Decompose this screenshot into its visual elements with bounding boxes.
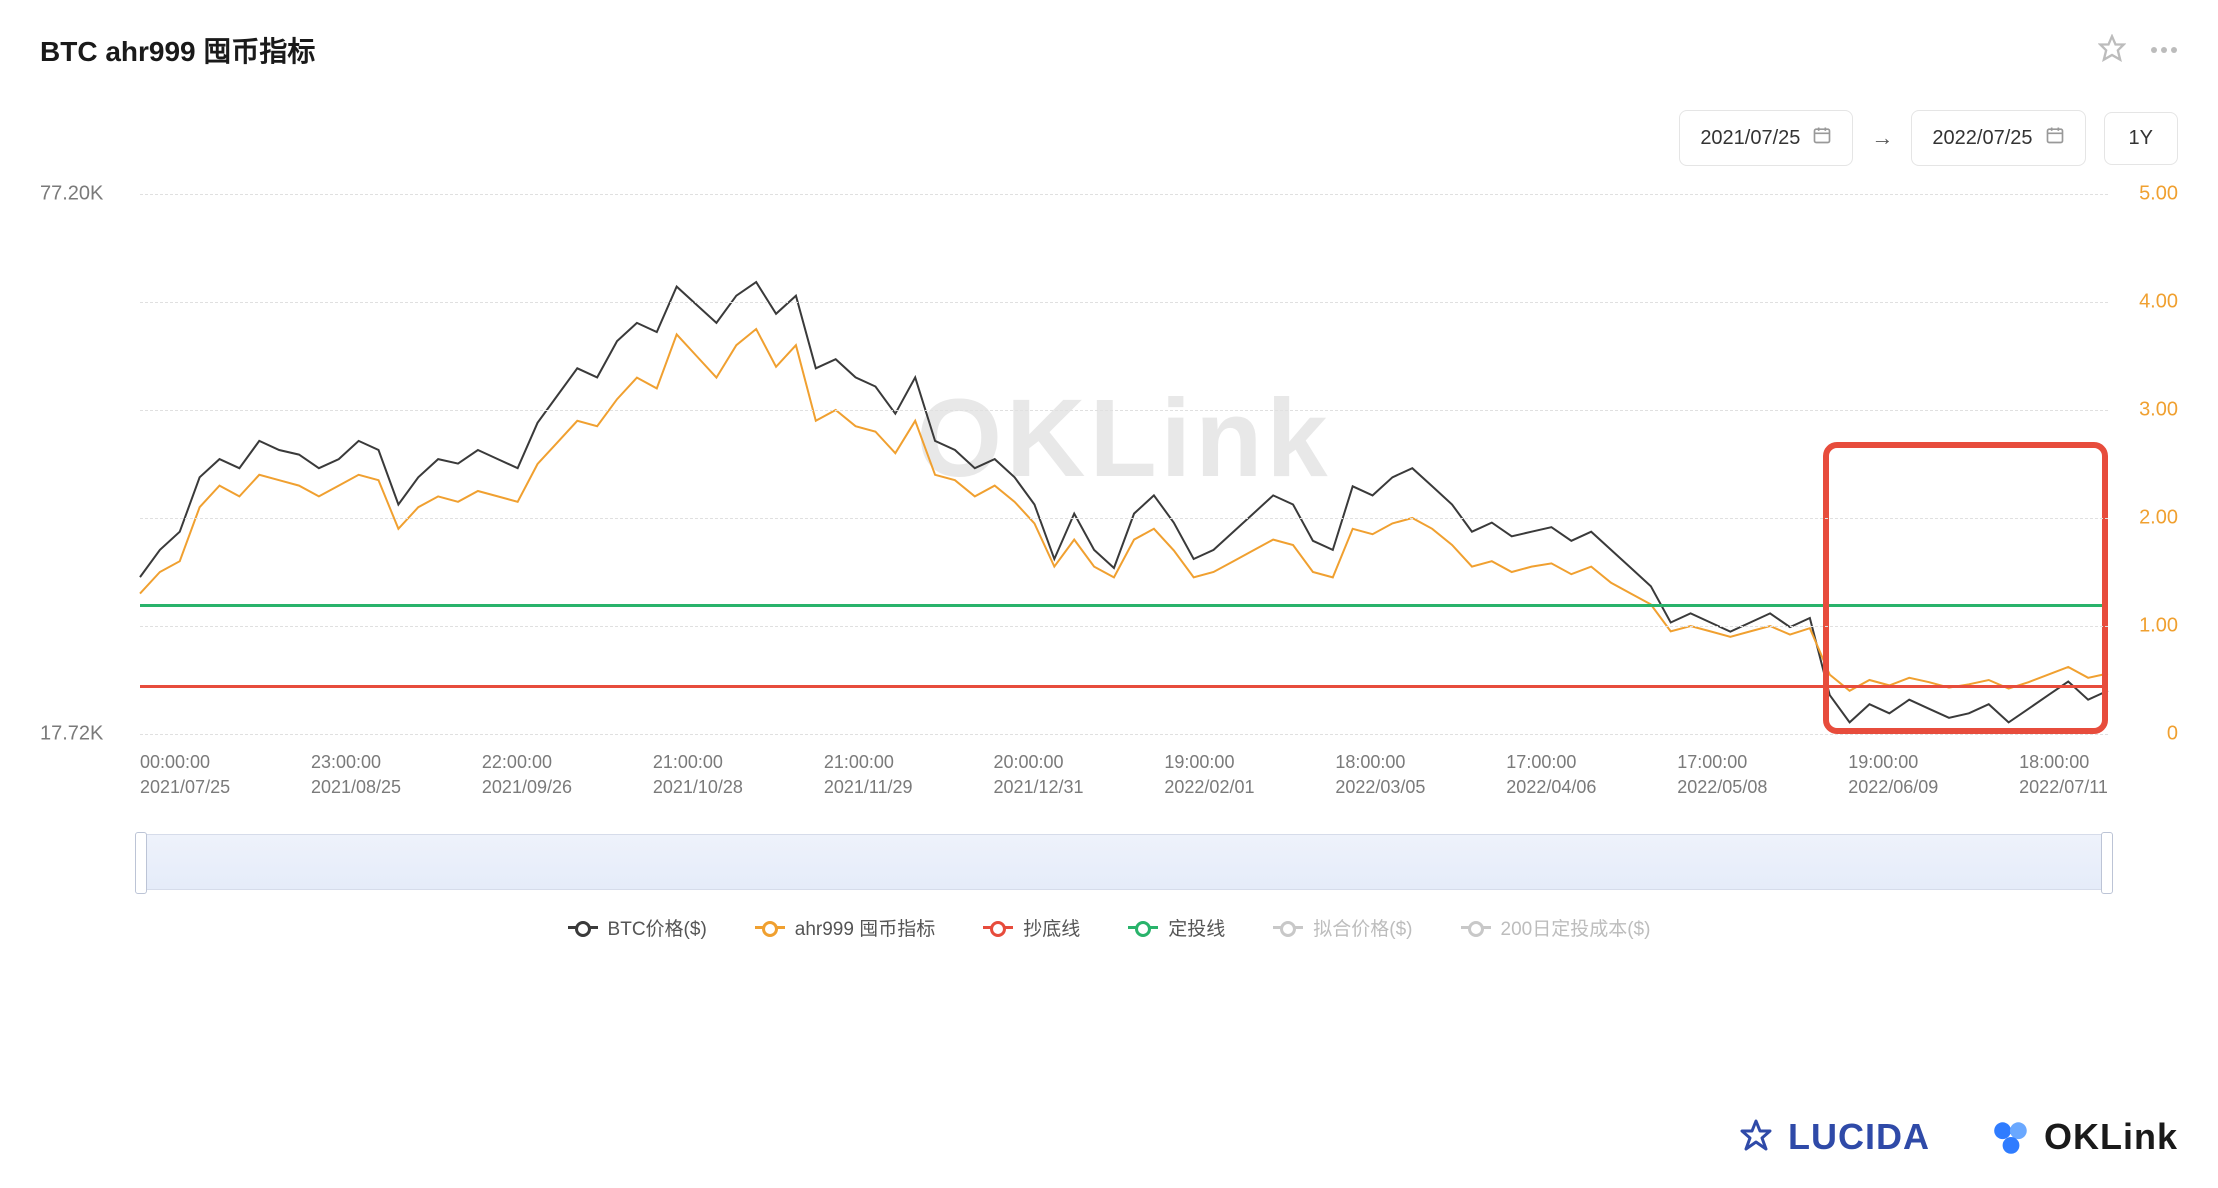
chart-lines-svg [140, 194, 2108, 734]
y-right-tick: 0 [2167, 723, 2178, 746]
date-from-value: 2021/07/25 [1700, 127, 1800, 150]
x-tick: 20:00:002021/12/31 [993, 750, 1083, 800]
y-right-tick: 3.00 [2139, 399, 2178, 422]
favorite-icon[interactable] [2098, 34, 2126, 67]
x-tick: 21:00:002021/10/28 [653, 750, 743, 800]
legend-label: 定投线 [1168, 914, 1225, 941]
oklink-logo: OKLink [1990, 1116, 2178, 1158]
legend-item[interactable]: 抄底线 [983, 914, 1080, 941]
x-tick: 17:00:002022/05/08 [1677, 750, 1767, 800]
legend-label: 抄底线 [1023, 914, 1080, 941]
legend-label: 200日定投成本($) [1501, 914, 1651, 941]
buy-bottom-reference-line [140, 685, 2108, 688]
dca-reference-line [140, 604, 2108, 607]
calendar-icon [1812, 125, 1832, 151]
y-right-tick: 1.00 [2139, 615, 2178, 638]
legend-item[interactable]: 200日定投成本($) [1461, 914, 1651, 941]
x-tick: 19:00:002022/06/09 [1848, 750, 1938, 800]
y-right-tick: 4.00 [2139, 291, 2178, 314]
time-range-brush[interactable] [140, 834, 2108, 890]
legend-label: BTC价格($) [608, 914, 707, 941]
legend-item[interactable]: 拟合价格($) [1273, 914, 1412, 941]
chart-legend: BTC价格($) ahr999 囤币指标 抄底线 定投线 拟合价格($) 200日定投成本… [40, 914, 2178, 941]
x-tick: 21:00:002021/11/29 [824, 750, 913, 800]
x-axis-ticks: 00:00:002021/07/25 23:00:002021/08/25 22:0… [140, 750, 2108, 800]
y-left-max: 77.20K [40, 183, 103, 206]
x-tick: 17:00:002022/04/06 [1506, 750, 1596, 800]
x-tick: 00:00:002021/07/25 [140, 750, 230, 800]
x-tick: 18:00:002022/07/11 [2019, 750, 2108, 800]
chart-title: BTC ahr999 囤币指标 [40, 30, 315, 70]
legend-item[interactable]: ahr999 囤币指标 [755, 914, 935, 941]
date-arrow-icon: → [1871, 125, 1893, 151]
y-right-tick: 5.00 [2139, 183, 2178, 206]
y-right-tick: 2.00 [2139, 507, 2178, 530]
x-tick: 19:00:002022/02/01 [1164, 750, 1254, 800]
x-tick: 18:00:002022/03/05 [1335, 750, 1425, 800]
x-tick: 23:00:002021/08/25 [311, 750, 401, 800]
date-from-input[interactable]: 2021/07/25 [1679, 110, 1853, 166]
legend-item[interactable]: 定投线 [1128, 914, 1225, 941]
more-icon[interactable] [2150, 41, 2178, 59]
legend-label: ahr999 囤币指标 [795, 914, 935, 941]
legend-item[interactable]: BTC价格($) [568, 914, 707, 941]
chart-plot-area[interactable]: OKLink [140, 194, 2108, 734]
calendar-icon [2045, 125, 2065, 151]
brush-handle-left[interactable] [135, 832, 147, 894]
x-tick: 22:00:002021/09/26 [482, 750, 572, 800]
date-to-value: 2022/07/25 [1932, 127, 2032, 150]
period-1y-button[interactable]: 1Y [2104, 112, 2178, 165]
y-left-min: 17.72K [40, 723, 103, 746]
legend-label: 拟合价格($) [1313, 914, 1412, 941]
lucida-logo: LUCIDA [1736, 1116, 1930, 1158]
date-to-input[interactable]: 2022/07/25 [1911, 110, 2085, 166]
brush-handle-right[interactable] [2101, 832, 2113, 894]
